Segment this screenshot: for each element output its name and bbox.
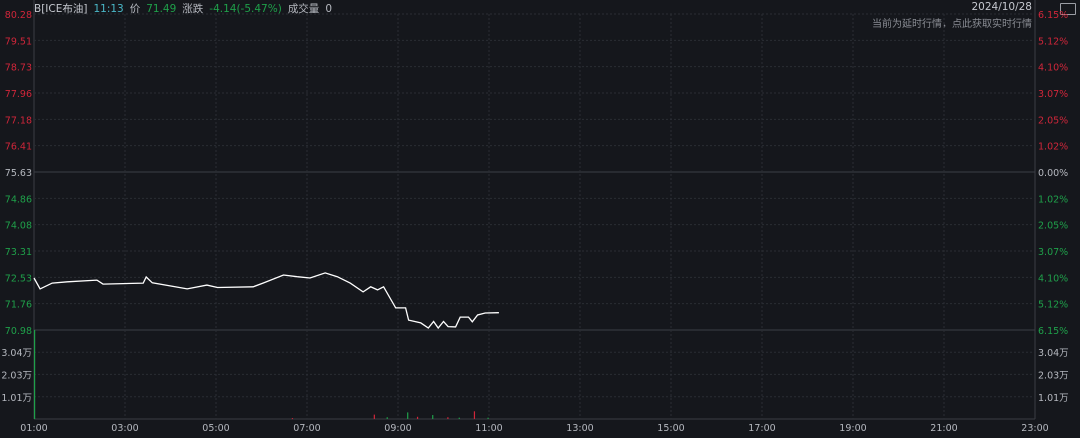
volume-tick-label: 3.04万 bbox=[1, 348, 32, 359]
volume-bar bbox=[447, 417, 449, 419]
volume-bar bbox=[373, 414, 375, 419]
chart-date: 2024/10/28 bbox=[971, 1, 1032, 13]
time-tick-label: 19:00 bbox=[839, 423, 866, 434]
change-value: -4.14(-5.47%) bbox=[209, 3, 282, 15]
percent-tick-label: 1.02% bbox=[1038, 194, 1068, 205]
price-tick-label: 74.08 bbox=[5, 221, 32, 232]
quote-time: 11:13 bbox=[93, 3, 124, 15]
percent-tick-label: 5.12% bbox=[1038, 36, 1068, 47]
volume-bar bbox=[34, 330, 36, 419]
volume-bar bbox=[458, 417, 460, 419]
volume-tick-label: 2.03万 bbox=[1, 370, 32, 381]
percent-tick-label: 4.10% bbox=[1038, 63, 1068, 74]
time-tick-label: 07:00 bbox=[293, 423, 320, 434]
volume-bar bbox=[432, 415, 434, 419]
volume-label: 成交量 bbox=[287, 3, 320, 15]
percent-tick-label: 0.00% bbox=[1038, 168, 1068, 179]
price-tick-label: 72.53 bbox=[5, 273, 32, 284]
volume-tick-label-right: 3.04万 bbox=[1038, 348, 1069, 359]
symbol: B[ICE布油] bbox=[34, 3, 88, 15]
time-tick-label: 15:00 bbox=[657, 423, 684, 434]
price-tick-label: 76.41 bbox=[5, 142, 32, 153]
time-tick-label: 13:00 bbox=[566, 423, 593, 434]
time-tick-label: 17:00 bbox=[748, 423, 775, 434]
volume-bar bbox=[407, 412, 409, 419]
volume-bar bbox=[291, 418, 294, 420]
price-tick-label: 70.98 bbox=[5, 326, 32, 337]
percent-tick-label: 3.07% bbox=[1038, 89, 1068, 100]
volume-bar bbox=[487, 417, 489, 419]
price-tick-label: 77.18 bbox=[5, 115, 32, 126]
percent-tick-label: 6.15% bbox=[1038, 10, 1068, 21]
volume-bar bbox=[416, 416, 419, 419]
time-tick-label: 09:00 bbox=[384, 423, 411, 434]
price-tick-label: 80.28 bbox=[5, 10, 32, 21]
delayed-quote-notice-link[interactable]: 当前为延时行情，点此获取实时行情 bbox=[872, 19, 1032, 30]
change-label: 涨跌 bbox=[182, 3, 204, 15]
price-tick-label: 71.76 bbox=[5, 300, 32, 311]
price-tick-label: 77.96 bbox=[5, 89, 32, 100]
percent-tick-label: 3.07% bbox=[1038, 247, 1068, 258]
percent-tick-label: 6.15% bbox=[1038, 326, 1068, 337]
percent-tick-label: 2.05% bbox=[1038, 221, 1068, 232]
price-line bbox=[33, 272, 499, 330]
percent-tick-label: 2.05% bbox=[1038, 115, 1068, 126]
price-value: 71.49 bbox=[146, 3, 177, 15]
price-label: 价 bbox=[129, 3, 141, 15]
price-tick-label: 79.51 bbox=[5, 36, 32, 47]
monitor-icon[interactable] bbox=[1060, 3, 1076, 15]
price-tick-label: 75.63 bbox=[5, 168, 32, 179]
price-tick-label: 74.86 bbox=[5, 194, 32, 205]
quote-header: B[ICE布油] 11:13 价 71.49 涨跌 -4.14(-5.47%) 成交量 0 bbox=[34, 1, 338, 16]
volume-bar bbox=[473, 411, 476, 419]
percent-tick-label: 1.02% bbox=[1038, 142, 1068, 153]
percent-tick-label: 5.12% bbox=[1038, 300, 1068, 311]
time-tick-label: 21:00 bbox=[930, 423, 957, 434]
volume-tick-label-right: 1.01万 bbox=[1038, 393, 1069, 404]
price-tick-label: 78.73 bbox=[5, 63, 32, 74]
time-tick-label: 23:00 bbox=[1021, 423, 1048, 434]
time-tick-label: 11:00 bbox=[475, 423, 502, 434]
volume-tick-label: 1.01万 bbox=[1, 393, 32, 404]
time-tick-label: 05:00 bbox=[202, 423, 229, 434]
volume-bar bbox=[386, 417, 388, 419]
time-tick-label: 03:00 bbox=[111, 423, 138, 434]
volume-value: 0 bbox=[325, 3, 332, 15]
price-tick-label: 73.31 bbox=[5, 247, 32, 258]
volume-tick-label-right: 2.03万 bbox=[1038, 370, 1069, 381]
time-tick-label: 01:00 bbox=[20, 423, 47, 434]
percent-tick-label: 4.10% bbox=[1038, 273, 1068, 284]
